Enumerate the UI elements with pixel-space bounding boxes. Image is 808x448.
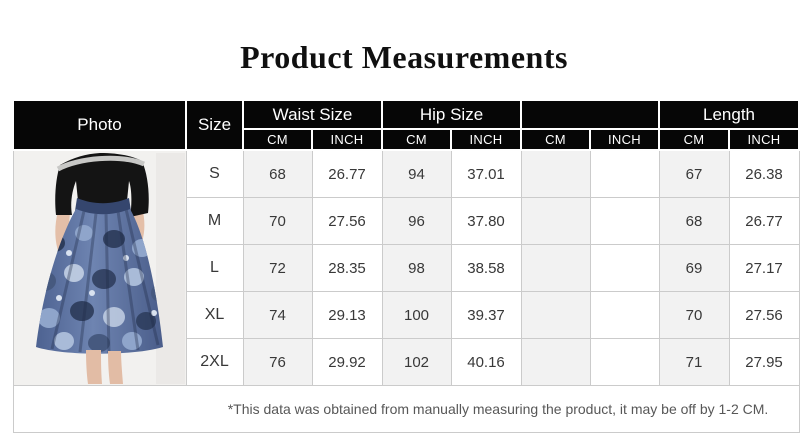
size-cell: XL — [185, 291, 244, 339]
hip-cm-cell: 98 — [381, 244, 452, 292]
length-inch-cell: 27.95 — [728, 338, 800, 386]
length-cm-cell: 68 — [658, 197, 730, 245]
extra-cm-cell — [520, 291, 591, 339]
hip-inch-cell: 38.58 — [450, 244, 522, 292]
table-row-l: L 72 28.35 98 38.58 69 27.17 — [13, 244, 800, 292]
size-cell: L — [185, 244, 244, 292]
length-inch-cell: 26.77 — [728, 197, 800, 245]
length-cm-cell: 70 — [658, 291, 730, 339]
table-row-m: M 70 27.56 96 37.80 68 26.77 — [13, 197, 800, 245]
extra-cm-cell — [520, 244, 591, 292]
waist-cm-cell: 70 — [242, 197, 313, 245]
header-group-row: Photo Size Waist Size Hip Size Length — [12, 99, 801, 151]
hip-cm-cell: 100 — [381, 291, 452, 339]
size-cell: M — [185, 197, 244, 245]
length-inch-cell: 27.17 — [728, 244, 800, 292]
hip-inch-cell: 37.01 — [450, 149, 522, 198]
extra-cm-cell — [520, 338, 591, 386]
waist-inch-unit-header: INCH — [310, 128, 384, 151]
length-group-header: Length — [658, 99, 801, 130]
hip-inch-cell: 37.80 — [450, 197, 522, 245]
hip-cm-cell: 96 — [381, 197, 452, 245]
waist-cm-cell: 68 — [242, 149, 313, 198]
hip-cm-unit-header: CM — [381, 128, 453, 151]
extra-inch-cell — [589, 244, 660, 292]
table-row-s: S 68 26.77 94 37.01 67 26.38 — [12, 149, 800, 386]
waist-size-group-header: Waist Size — [241, 99, 384, 130]
footnote-text: *This data was obtained from manually me… — [12, 385, 800, 433]
length-cm-cell: 67 — [658, 149, 730, 198]
waist-cm-cell: 76 — [242, 338, 313, 386]
size-chart-table: Photo Size Waist Size Hip Size Length CM… — [12, 99, 801, 433]
product-photo-cell — [12, 149, 187, 386]
footnote-row: *This data was obtained from manually me… — [12, 385, 800, 433]
empty-group-header — [520, 99, 661, 130]
hip-inch-unit-header: INCH — [450, 128, 523, 151]
size-cell: S — [185, 149, 244, 198]
table-header: Photo Size Waist Size Hip Size Length CM… — [12, 99, 801, 151]
table-row-xl: XL 74 29.13 100 39.37 70 27.56 — [13, 291, 800, 339]
page-title: Product Measurements — [240, 39, 568, 75]
hip-inch-cell: 40.16 — [450, 338, 522, 386]
hip-size-group-header: Hip Size — [381, 99, 523, 130]
waist-inch-cell: 29.13 — [311, 291, 383, 339]
hip-inch-cell: 39.37 — [450, 291, 522, 339]
skirt-waistband — [74, 197, 131, 216]
waist-inch-cell: 28.35 — [311, 244, 383, 292]
length-cm-cell: 71 — [658, 338, 730, 386]
model-legs — [85, 349, 123, 384]
waist-inch-cell: 29.92 — [311, 338, 383, 386]
length-inch-cell: 26.38 — [728, 149, 800, 198]
product-photo-image — [13, 152, 185, 384]
size-cell: 2XL — [185, 338, 244, 386]
extra-cm-unit-header: CM — [520, 128, 592, 151]
neckline-stripe — [56, 155, 145, 171]
length-inch-cell: 27.56 — [728, 291, 800, 339]
waist-inch-cell: 27.56 — [311, 197, 383, 245]
extra-inch-cell — [589, 197, 660, 245]
table-row-2xl: 2XL 76 29.92 102 40.16 71 27.95 — [13, 338, 800, 386]
length-inch-unit-header: INCH — [728, 128, 801, 151]
size-column-header: Size — [185, 99, 244, 151]
length-cm-cell: 69 — [658, 244, 730, 292]
extra-cm-cell — [520, 197, 591, 245]
waist-inch-cell: 26.77 — [311, 149, 383, 198]
waist-cm-unit-header: CM — [242, 128, 313, 151]
waist-cm-cell: 72 — [242, 244, 313, 292]
extra-cm-cell — [520, 149, 591, 198]
waist-cm-cell: 74 — [242, 291, 313, 339]
hip-cm-cell: 102 — [381, 338, 452, 386]
hip-cm-cell: 94 — [381, 149, 452, 198]
photo-column-header: Photo — [12, 99, 187, 151]
header-unit-row: CM INCH CM INCH CM INCH CM INCH — [13, 128, 801, 151]
extra-inch-cell — [589, 291, 660, 339]
extra-inch-cell — [589, 149, 660, 198]
extra-inch-cell — [589, 338, 660, 386]
length-cm-unit-header: CM — [658, 128, 731, 151]
extra-inch-unit-header: INCH — [589, 128, 661, 151]
